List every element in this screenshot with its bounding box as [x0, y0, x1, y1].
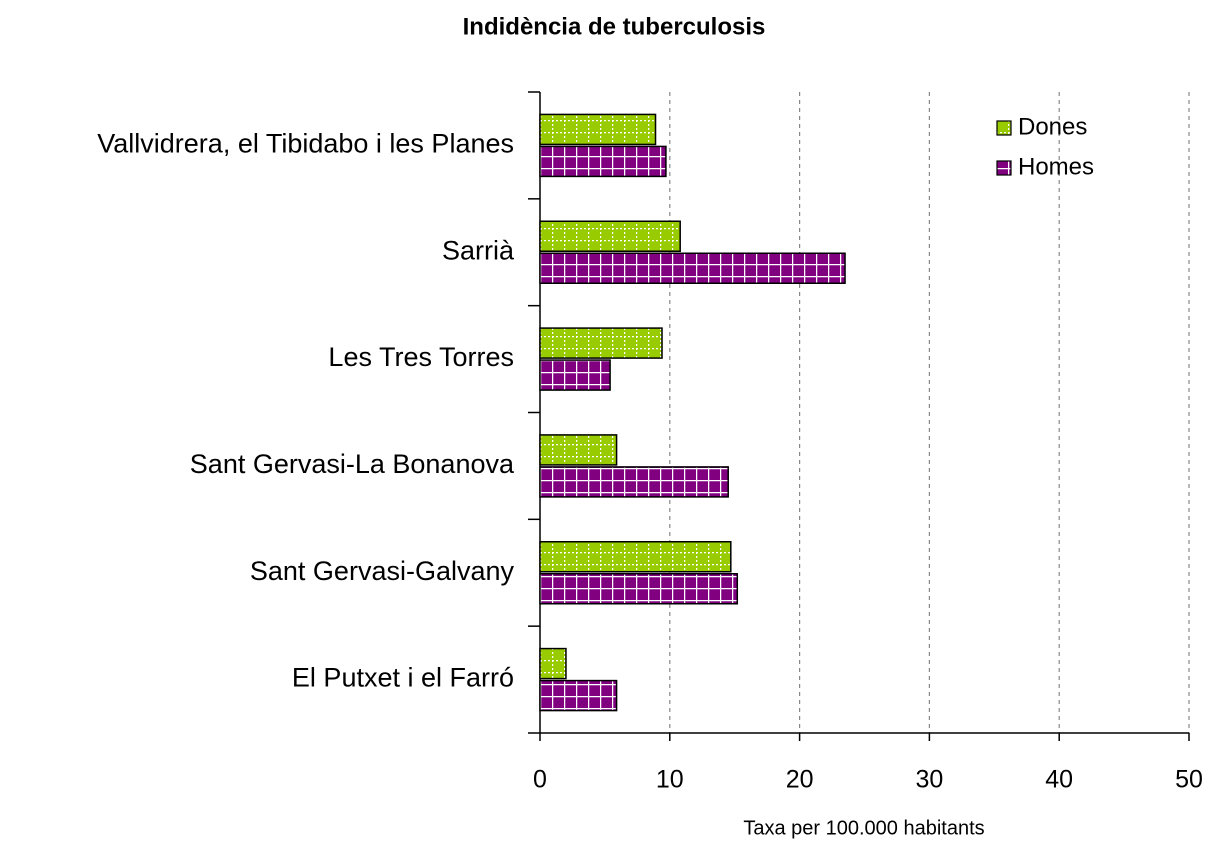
y-tick-label: El Putxet i el Farró — [292, 663, 514, 693]
y-tick-label: Sant Gervasi-La Bonanova — [190, 449, 515, 479]
x-tick-label: 20 — [786, 766, 814, 794]
bar — [539, 466, 729, 498]
x-tick-label: 0 — [533, 766, 547, 794]
bar — [539, 541, 732, 573]
y-tick-label: Vallvidrera, el Tibidabo i les Planes — [97, 129, 514, 159]
x-axis-label: Taxa per 100.000 habitants — [743, 817, 984, 839]
bar — [539, 573, 739, 605]
bar — [539, 220, 681, 252]
x-tick-label: 50 — [1175, 766, 1203, 794]
y-tick-label: Les Tres Torres — [328, 342, 514, 372]
bar — [539, 679, 618, 712]
bar — [539, 359, 611, 391]
legend-label: Homes — [1018, 153, 1094, 180]
bar — [539, 327, 663, 359]
x-tick-label: 30 — [915, 766, 943, 794]
x-tick-label: 40 — [1045, 766, 1073, 794]
legend-swatch — [996, 160, 1012, 176]
bar — [539, 145, 667, 178]
bar — [539, 113, 657, 146]
bar — [539, 434, 618, 466]
y-tick-label: Sarrià — [442, 235, 515, 265]
chart-title: Indidència de tuberculosis — [463, 13, 766, 40]
bar — [539, 647, 567, 680]
legend-swatch — [996, 120, 1012, 136]
y-tick-label: Sant Gervasi-Galvany — [250, 556, 515, 586]
x-tick-label: 10 — [656, 766, 684, 794]
bar — [539, 252, 846, 284]
legend-label: Dones — [1018, 113, 1087, 140]
